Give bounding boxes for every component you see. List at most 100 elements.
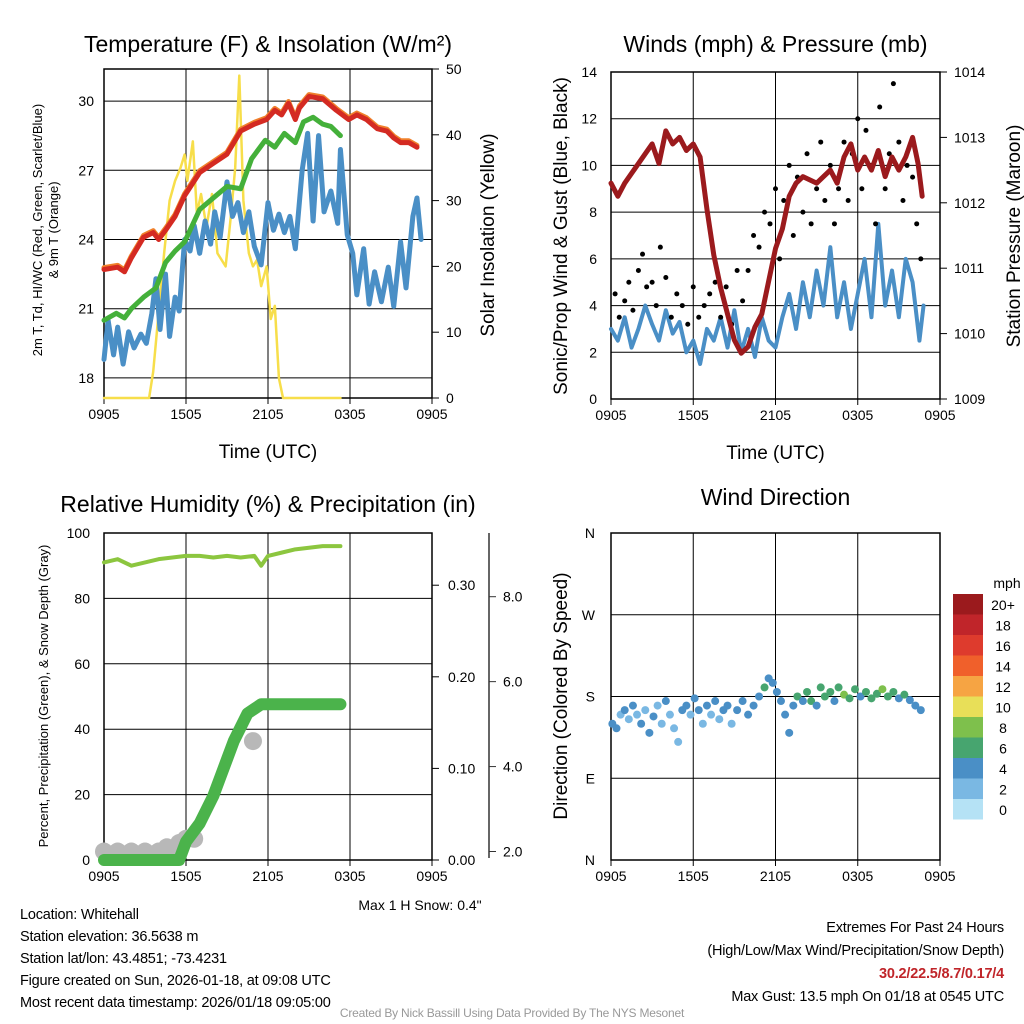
legend-swatch — [953, 717, 983, 738]
legend-swatch — [953, 799, 983, 820]
wind-direction-point — [812, 701, 821, 710]
wind-direction-point — [633, 710, 642, 719]
chart-title: Wind Direction — [701, 484, 851, 510]
gust-point — [836, 186, 842, 192]
legend-swatch — [953, 696, 983, 717]
gust-point — [814, 186, 820, 192]
y-tick-label: 100 — [67, 525, 91, 541]
wind-direction-point — [649, 712, 658, 721]
wind-direction-point — [620, 706, 629, 715]
x-tick-label: 0905 — [924, 868, 955, 884]
chart-title: Relative Humidity (%) & Precipitation (i… — [60, 491, 475, 517]
wind-direction-point — [645, 728, 654, 737]
wind-direction-point — [911, 701, 920, 710]
max-snow-annotation: Max 1 H Snow: 0.4" — [358, 897, 481, 913]
gust-point — [626, 279, 632, 285]
gust-point — [751, 233, 757, 238]
legend-label: 16 — [995, 638, 1011, 654]
wind-direction-point — [744, 710, 753, 719]
gust-point — [690, 284, 696, 290]
wind-direction-point — [733, 706, 742, 715]
y-right-tick-label: 50 — [446, 61, 462, 77]
wind-direction-point — [723, 701, 732, 710]
wind-direction-point — [674, 737, 683, 746]
x-tick-label: 0905 — [416, 868, 447, 884]
y-right-tick-label: 1014 — [954, 64, 985, 80]
wind-direction-point — [830, 697, 839, 706]
wind-direction-point — [781, 710, 790, 719]
wind-direction-point — [641, 706, 650, 715]
y-tick-label: 30 — [78, 93, 94, 109]
precip-tick-label: 0.20 — [448, 669, 475, 685]
gust-point — [896, 139, 902, 145]
wind-direction-point — [760, 683, 769, 692]
x-tick-label: 1505 — [678, 868, 709, 884]
gust-point — [707, 291, 713, 297]
x-tick-label: 0305 — [334, 406, 365, 422]
x-tick-label: 1505 — [678, 407, 709, 423]
wind-direction-point — [682, 701, 691, 710]
gust-point — [612, 291, 618, 297]
wind-direction-point — [776, 697, 785, 706]
wind-direction-point — [661, 697, 670, 706]
wind-direction-point — [820, 692, 829, 701]
wind-direction-point — [670, 724, 679, 733]
dewpoint-line — [101, 114, 343, 323]
gust-point — [910, 174, 916, 180]
wind-direction-point — [816, 683, 825, 692]
legend-swatch — [953, 758, 983, 779]
gust-point — [649, 279, 655, 285]
y-axis-label: Sonic/Prop Wind & Gust (Blue, Black) — [551, 77, 572, 395]
gust-point — [918, 256, 924, 262]
humidity-line — [102, 544, 343, 568]
timestamp-text: Most recent data timestamp: 2026/01/18 0… — [20, 995, 331, 1011]
gust-point — [877, 104, 883, 110]
x-tick-label: 2105 — [760, 868, 791, 884]
snow-tick-label: 8.0 — [503, 589, 523, 605]
y-tick-label: S — [586, 689, 595, 705]
chart-title: Temperature (F) & Insolation (W/m²) — [84, 31, 452, 57]
wind-direction-point — [772, 687, 781, 696]
gust-point — [873, 221, 879, 227]
gust-point — [644, 284, 650, 290]
y-right-tick-label: 10 — [446, 324, 462, 340]
x-tick-label: 1505 — [170, 868, 201, 884]
wind-direction-point — [665, 710, 674, 719]
gust-point — [674, 291, 680, 297]
extremes-legend: (High/Low/Max Wind/Precipitation/Snow De… — [707, 943, 1004, 959]
y-tick-label: 14 — [581, 64, 597, 80]
y-right-tick-label: 30 — [446, 193, 462, 209]
x-tick-label: 0905 — [88, 868, 119, 884]
y-tick-label: 80 — [74, 590, 90, 606]
gust-point — [653, 303, 659, 309]
wind-direction-point — [749, 701, 758, 710]
wind-direction-point — [905, 696, 914, 705]
panel-4 — [610, 532, 941, 866]
gust-point — [886, 151, 892, 157]
y-tick-label: 0 — [82, 852, 90, 868]
x-axis-label: Time (UTC) — [219, 442, 318, 463]
x-tick-label: 0905 — [924, 407, 955, 423]
x-tick-label: 0905 — [88, 406, 119, 422]
y-tick-label: E — [586, 770, 595, 786]
wind-direction-point — [694, 706, 703, 715]
x-tick-label: 0905 — [416, 406, 447, 422]
x-tick-label: 1505 — [170, 406, 201, 422]
legend-swatch — [953, 737, 983, 758]
snow-tick-label: 2.0 — [503, 844, 523, 860]
y-right-tick-label: 40 — [446, 127, 462, 143]
y-tick-label: 27 — [78, 162, 94, 178]
legend-swatch — [953, 614, 983, 635]
wind-direction-point — [690, 694, 699, 703]
precip-tick-label: 0.10 — [448, 760, 475, 776]
x-tick-label: 0905 — [595, 407, 626, 423]
precip-tick-label: 0.30 — [448, 577, 475, 593]
y-axis-label: Percent, Precipitation (Green), & Snow D… — [36, 545, 51, 848]
y-right-tick-label: 1009 — [954, 391, 985, 407]
gust-point — [804, 151, 810, 157]
gust-point — [616, 314, 622, 320]
gust-point — [781, 197, 787, 203]
wind-direction-point — [826, 687, 835, 696]
wind-direction-point — [715, 715, 724, 724]
